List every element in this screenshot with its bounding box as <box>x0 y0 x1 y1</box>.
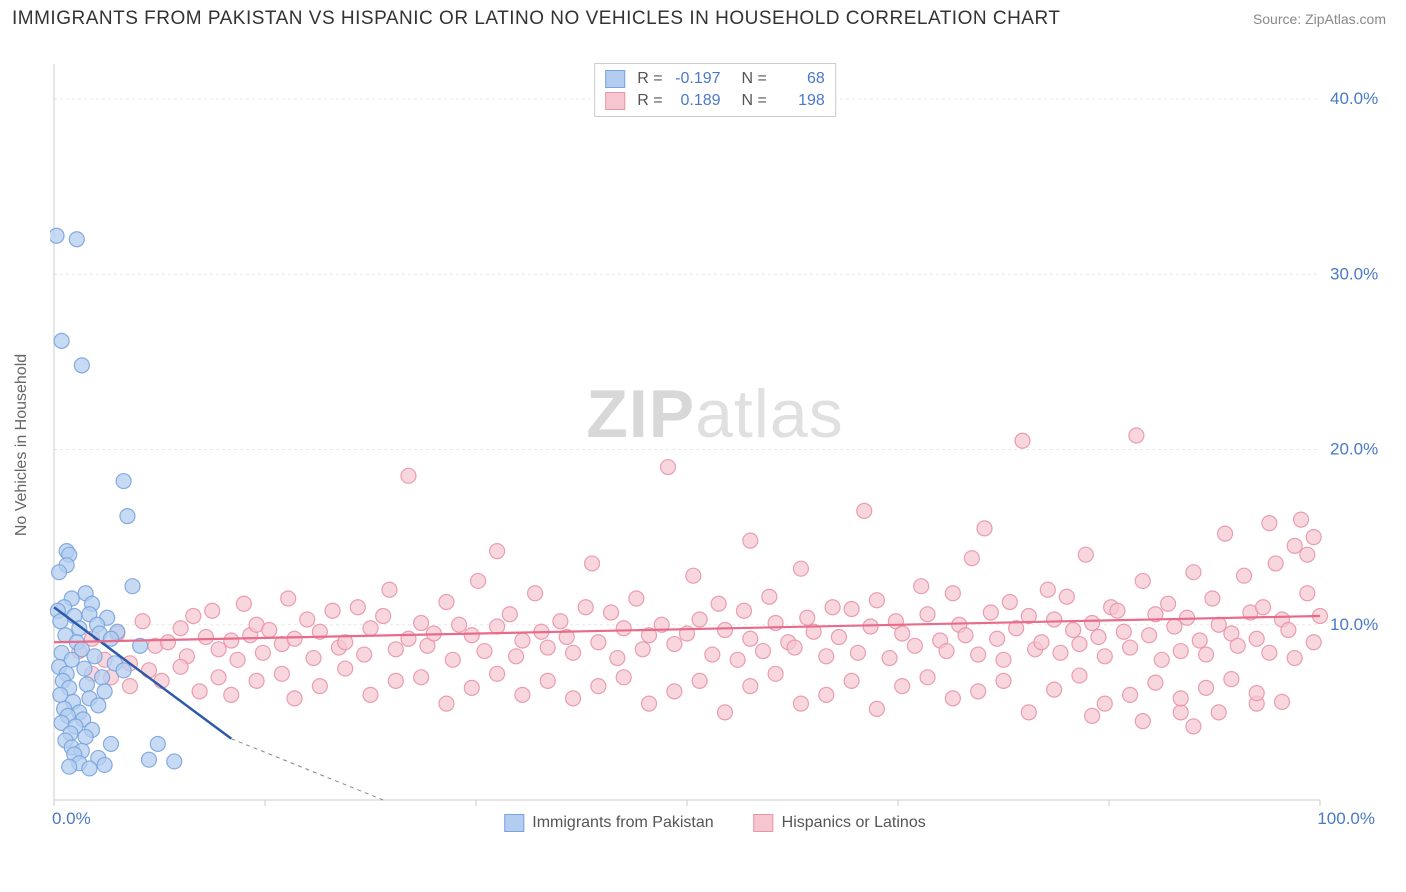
swatch-hispanic-icon <box>754 814 774 832</box>
scatter-plot: 10.0% 20.0% 30.0% 40.0% 0.0% 100.0% <box>50 60 1380 830</box>
source-attribution: Source: ZipAtlas.com <box>1253 11 1386 27</box>
svg-text:100.0%: 100.0% <box>1317 809 1375 828</box>
legend-label-hispanic: Hispanics or Latinos <box>782 814 926 832</box>
svg-text:20.0%: 20.0% <box>1330 440 1378 459</box>
swatch-pakistan-icon <box>504 814 524 832</box>
n-value-hispanic: 198 <box>775 92 825 110</box>
svg-text:0.0%: 0.0% <box>52 809 91 828</box>
legend-row-hispanic: R = 0.189 N = 198 <box>605 90 825 112</box>
legend-item-pakistan: Immigrants from Pakistan <box>504 814 713 832</box>
svg-text:30.0%: 30.0% <box>1330 264 1378 283</box>
chart-title: IMMIGRANTS FROM PAKISTAN VS HISPANIC OR … <box>12 8 1060 30</box>
swatch-pakistan <box>605 70 625 88</box>
chart-header: IMMIGRANTS FROM PAKISTAN VS HISPANIC OR … <box>0 0 1406 30</box>
svg-text:40.0%: 40.0% <box>1330 89 1378 108</box>
correlation-legend: R = -0.197 N = 68 R = 0.189 N = 198 <box>594 63 836 117</box>
r-value-hispanic: 0.189 <box>671 92 721 110</box>
legend-item-hispanic: Hispanics or Latinos <box>754 814 926 832</box>
legend-row-pakistan: R = -0.197 N = 68 <box>605 68 825 90</box>
chart-area: No Vehicles in Household 10.0%20.0%30.0%… <box>50 60 1380 830</box>
swatch-hispanic <box>605 92 625 110</box>
series-legend: Immigrants from Pakistan Hispanics or La… <box>504 814 925 832</box>
y-axis-label: No Vehicles in Household <box>13 354 31 536</box>
svg-text:10.0%: 10.0% <box>1330 615 1378 634</box>
legend-label-pakistan: Immigrants from Pakistan <box>532 814 713 832</box>
n-value-pakistan: 68 <box>775 70 825 88</box>
r-value-pakistan: -0.197 <box>671 70 721 88</box>
